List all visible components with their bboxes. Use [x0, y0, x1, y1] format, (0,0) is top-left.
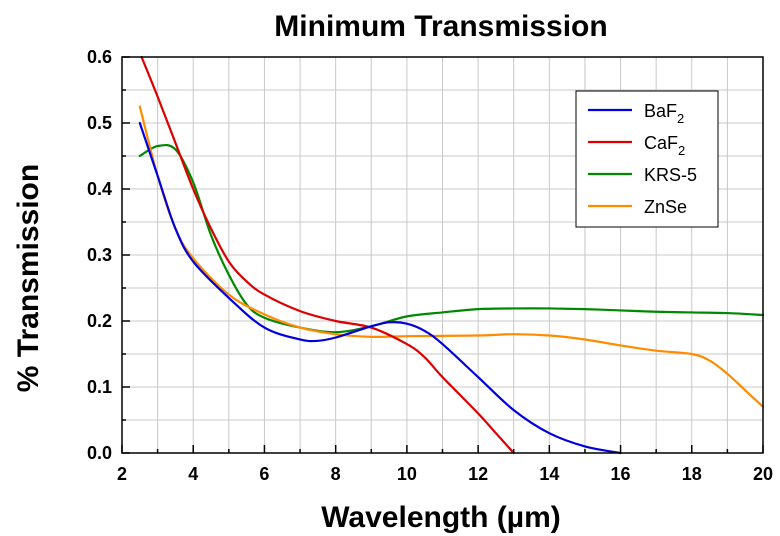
- y-tick-label: 0.3: [87, 245, 112, 265]
- series-line-znse: [138, 105, 765, 408]
- x-tick-label: 16: [611, 464, 631, 484]
- series-line-caf2: [140, 55, 515, 455]
- y-tick-label: 0.0: [87, 443, 112, 463]
- x-tick-label: 20: [753, 464, 773, 484]
- legend-label: CaF2: [644, 133, 685, 158]
- y-axis-label: % Transmission: [12, 164, 45, 392]
- x-tick-label: 12: [468, 464, 488, 484]
- x-tick-label: 4: [188, 464, 198, 484]
- legend-label: KRS-5: [644, 165, 697, 185]
- x-tick-label: 2: [117, 464, 127, 484]
- y-tick-label: 0.5: [87, 113, 112, 133]
- chart-title: Minimum Transmission: [274, 10, 607, 43]
- y-tick-label: 0.6: [87, 47, 112, 67]
- x-tick-label: 14: [539, 464, 559, 484]
- y-tick-label: 0.4: [87, 179, 112, 199]
- legend: BaF2 CaF2 KRS-5 ZnSe: [575, 90, 719, 228]
- legend-label: BaF2: [644, 101, 684, 126]
- x-tick-label: 18: [682, 464, 702, 484]
- x-tick-label: 6: [259, 464, 269, 484]
- tick-labels: 2 4 6 8 10 12 14 16 18 20 0.0 0.1 0.2 0.3 0.4 0.5 0.6: [87, 47, 773, 484]
- grid: [122, 57, 763, 453]
- legend-label: ZnSe: [644, 197, 687, 217]
- y-tick-label: 0.1: [87, 377, 112, 397]
- x-axis-label: Wavelength (µm): [321, 501, 561, 534]
- series-line-baf2: [138, 121, 622, 455]
- x-tick-label: 8: [331, 464, 341, 484]
- series-layer: [138, 55, 765, 455]
- y-tick-label: 0.2: [87, 311, 112, 331]
- legend-box: [575, 90, 719, 228]
- x-tick-label: 10: [397, 464, 417, 484]
- ticks: [121, 56, 764, 454]
